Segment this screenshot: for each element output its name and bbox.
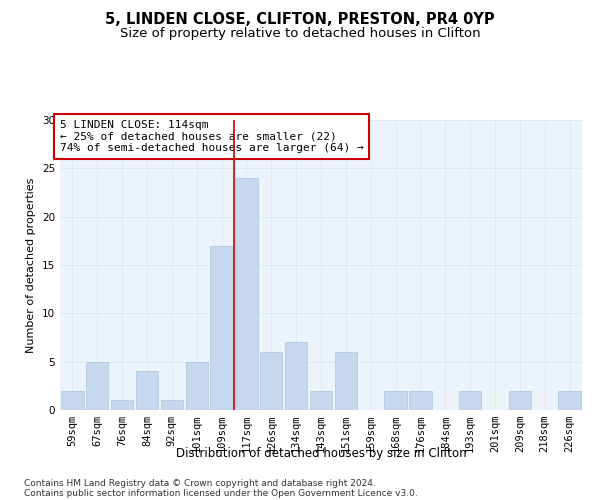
Bar bbox=[161, 400, 183, 410]
Bar bbox=[211, 246, 233, 410]
Text: 5 LINDEN CLOSE: 114sqm
← 25% of detached houses are smaller (22)
74% of semi-det: 5 LINDEN CLOSE: 114sqm ← 25% of detached… bbox=[60, 120, 364, 153]
Bar bbox=[509, 390, 531, 410]
Text: Distribution of detached houses by size in Clifton: Distribution of detached houses by size … bbox=[176, 448, 466, 460]
Bar bbox=[459, 390, 481, 410]
Text: Contains HM Land Registry data © Crown copyright and database right 2024.: Contains HM Land Registry data © Crown c… bbox=[24, 478, 376, 488]
Bar bbox=[136, 372, 158, 410]
Bar bbox=[559, 390, 581, 410]
Bar bbox=[235, 178, 257, 410]
Bar bbox=[285, 342, 307, 410]
Bar bbox=[385, 390, 407, 410]
Y-axis label: Number of detached properties: Number of detached properties bbox=[26, 178, 37, 352]
Bar bbox=[310, 390, 332, 410]
Bar bbox=[335, 352, 357, 410]
Bar bbox=[185, 362, 208, 410]
Bar bbox=[111, 400, 133, 410]
Text: Size of property relative to detached houses in Clifton: Size of property relative to detached ho… bbox=[119, 28, 481, 40]
Bar bbox=[86, 362, 109, 410]
Bar bbox=[409, 390, 431, 410]
Bar bbox=[260, 352, 283, 410]
Text: Contains public sector information licensed under the Open Government Licence v3: Contains public sector information licen… bbox=[24, 488, 418, 498]
Bar bbox=[61, 390, 83, 410]
Text: 5, LINDEN CLOSE, CLIFTON, PRESTON, PR4 0YP: 5, LINDEN CLOSE, CLIFTON, PRESTON, PR4 0… bbox=[105, 12, 495, 28]
